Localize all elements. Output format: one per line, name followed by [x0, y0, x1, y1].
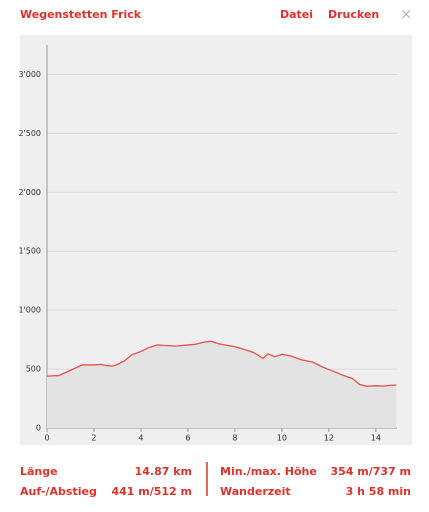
x-tick-label: 0 — [44, 434, 49, 443]
y-tick-label: 500 — [26, 365, 41, 374]
x-tick-label: 4 — [138, 434, 143, 443]
stat-value: 354 m/737 m — [330, 465, 411, 478]
close[interactable]: × — [400, 5, 413, 23]
elevation-area — [47, 341, 397, 428]
x-tick-label: 12 — [324, 434, 334, 443]
link[interactable]: Drucken — [328, 8, 380, 21]
title: Wegenstetten Frick — [20, 8, 142, 21]
stat-label: Länge — [20, 465, 58, 478]
stat-value: 14.87 km — [134, 465, 192, 478]
stat-value: 3 h 58 min — [345, 485, 411, 498]
y-tick-label: 3'000 — [18, 70, 41, 79]
x-tick-label: 2 — [91, 434, 96, 443]
y-tick-label: 1'000 — [18, 306, 41, 315]
y-tick-label: 0 — [36, 424, 41, 433]
stat-value: 441 m/512 m — [111, 485, 192, 498]
stat-label: Auf-/Abstieg — [20, 485, 97, 498]
elevation-line — [46, 340, 397, 387]
x-tick-label: 10 — [277, 434, 287, 443]
x-tick-label: 8 — [232, 434, 237, 443]
x-tick-label: 14 — [371, 434, 381, 443]
stat-label: Wanderzeit — [220, 485, 291, 498]
y-tick-label: 1'500 — [18, 247, 41, 256]
link[interactable]: Datei — [280, 8, 314, 21]
y-tick-label: 2'000 — [18, 188, 41, 197]
stat-label: Min./max. Höhe — [220, 465, 317, 478]
x-tick-label: 6 — [185, 434, 190, 443]
y-tick-label: 2'500 — [18, 129, 41, 138]
